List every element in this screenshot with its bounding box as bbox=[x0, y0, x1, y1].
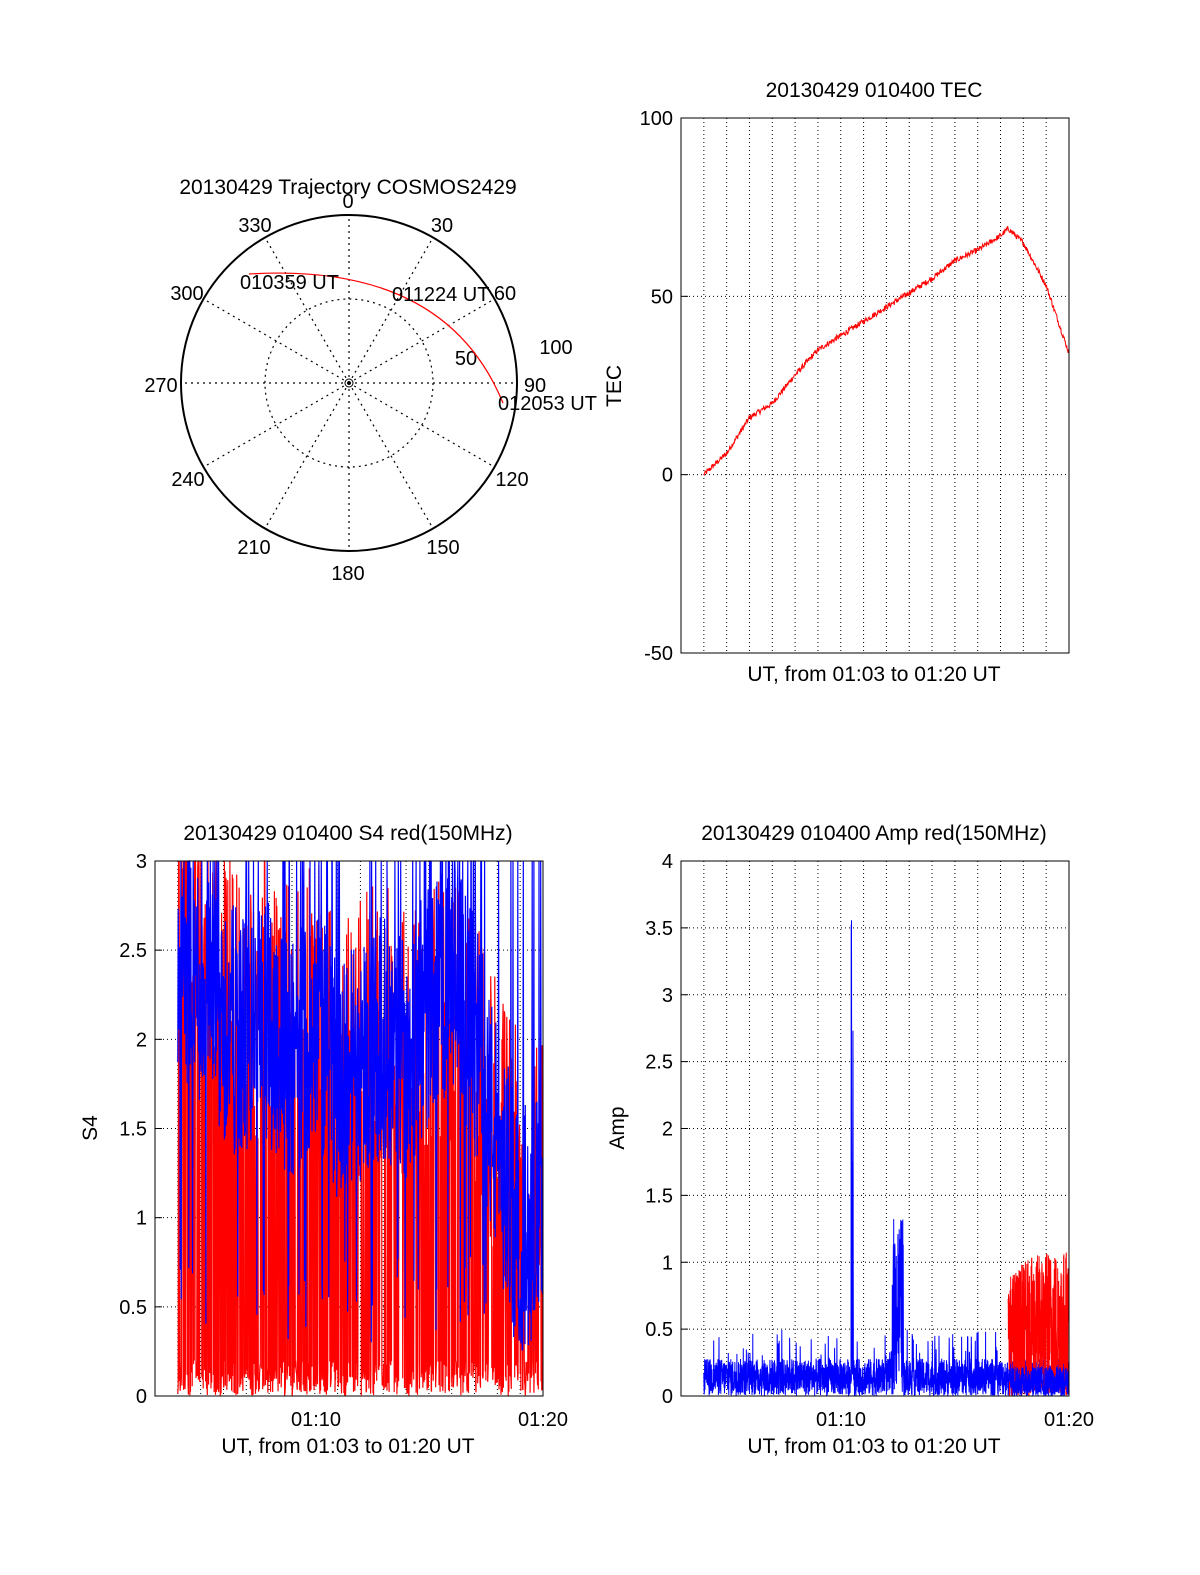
s4-ylabel: S4 bbox=[79, 1115, 102, 1141]
tec-ytick: 0 bbox=[662, 465, 673, 487]
tec-plot: 20130429 010400 TEC 100 50 0 -50 UT, from 0… bbox=[603, 79, 1070, 686]
amp-series-line-blue bbox=[703, 920, 1070, 1397]
trajectory-mid-label: 011224 UT bbox=[392, 284, 489, 306]
tec-series-line-0 bbox=[703, 225, 1070, 476]
polar-spoke bbox=[348, 298, 495, 384]
s4-ytick: 2.5 bbox=[119, 940, 147, 962]
s4-xtick-0120: 01:20 bbox=[518, 1409, 568, 1431]
polar-spoke bbox=[264, 237, 350, 384]
amp-yticks: 4 3.5 3 2.5 2 1.5 1 0.5 0 bbox=[645, 851, 688, 1408]
amp-xtick-0120: 01:20 bbox=[1044, 1409, 1094, 1431]
tec-yticks: 100 50 0 -50 bbox=[640, 108, 688, 665]
tec-ytick: -50 bbox=[644, 643, 673, 665]
tec-ytick: 50 bbox=[651, 286, 673, 308]
amp-ytick: 2 bbox=[662, 1119, 673, 1141]
az-label-150: 150 bbox=[426, 537, 459, 559]
tec-ylabel: TEC bbox=[603, 365, 626, 407]
tec-ytick: 100 bbox=[640, 108, 673, 130]
polar-plot: 20130429 Trajectory COSMOS2429 0 30 60 9… bbox=[144, 176, 597, 585]
tec-grid bbox=[681, 118, 1069, 653]
tec-xlabel: UT, from 01:03 to 01:20 UT bbox=[747, 663, 1000, 686]
amp-ytick: 3.5 bbox=[645, 918, 673, 940]
tec-frame bbox=[680, 117, 1070, 654]
polar-center bbox=[344, 378, 354, 388]
az-label-180: 180 bbox=[331, 563, 364, 585]
amp-ytick: 0.5 bbox=[645, 1319, 673, 1341]
az-label-0: 0 bbox=[342, 191, 353, 213]
s4-xtick-0110: 01:10 bbox=[291, 1409, 341, 1431]
az-label-330: 330 bbox=[238, 215, 271, 237]
az-label-300: 300 bbox=[170, 283, 203, 305]
az-label-210: 210 bbox=[237, 537, 270, 559]
amp-ytick: 4 bbox=[662, 851, 673, 873]
s4-data bbox=[177, 860, 544, 1397]
s4-yticks: 3 2.5 2 1.5 1 0.5 0 bbox=[119, 851, 162, 1408]
s4-xlabel: UT, from 01:03 to 01:20 UT bbox=[221, 1435, 474, 1458]
amp-title: 20130429 010400 Amp red(150MHz) bbox=[701, 822, 1047, 845]
amp-xlabel: UT, from 01:03 to 01:20 UT bbox=[747, 1435, 1000, 1458]
amp-ytick: 3 bbox=[662, 985, 673, 1007]
az-label-120: 120 bbox=[495, 469, 528, 491]
az-label-60: 60 bbox=[494, 283, 516, 305]
polar-ring-50 bbox=[264, 298, 434, 468]
s4-series-line-1 bbox=[177, 860, 544, 1351]
s4-ytick: 3 bbox=[136, 851, 147, 873]
polar-outer-circle bbox=[180, 214, 518, 552]
satellite-trajectory bbox=[248, 272, 504, 404]
az-label-30: 30 bbox=[431, 215, 453, 237]
s4-title: 20130429 010400 S4 red(150MHz) bbox=[183, 822, 512, 845]
trajectory-start-label: 010359 UT bbox=[240, 272, 339, 294]
amp-xtick-0110: 01:10 bbox=[816, 1409, 866, 1431]
amp-ytick: 2.5 bbox=[645, 1052, 673, 1074]
amp-ytick: 1 bbox=[662, 1252, 673, 1274]
polar-grid bbox=[181, 215, 517, 551]
tec-title: 20130429 010400 TEC bbox=[766, 79, 983, 102]
polar-spoke bbox=[348, 382, 434, 529]
s4-ytick: 0.5 bbox=[119, 1297, 147, 1319]
tec-data bbox=[703, 225, 1070, 476]
amp-series-line-blue-overlay bbox=[1007, 1365, 1070, 1397]
s4-ytick: 0 bbox=[136, 1386, 147, 1408]
polar-title: 20130429 Trajectory COSMOS2429 bbox=[179, 176, 516, 199]
amp-plot: 20130429 010400 Amp red(150MHz) 4 3.5 3 2.5… bbox=[606, 822, 1094, 1458]
ring-label-50: 50 bbox=[455, 348, 477, 370]
s4-ytick: 1 bbox=[136, 1208, 147, 1230]
s4-ytick: 1.5 bbox=[119, 1119, 147, 1141]
az-label-90: 90 bbox=[524, 375, 546, 397]
amp-ytick: 1.5 bbox=[645, 1185, 673, 1207]
ring-label-100: 100 bbox=[539, 337, 572, 359]
trajectory-end-label: 012053 UT bbox=[498, 393, 597, 415]
amp-ytick: 0 bbox=[662, 1386, 673, 1408]
s4-ytick: 2 bbox=[136, 1029, 147, 1051]
polar-spoke bbox=[203, 382, 350, 468]
amp-data bbox=[703, 920, 1070, 1397]
s4-plot: 20130429 010400 S4 red(150MHz) 3 2.5 2 1.5 1… bbox=[79, 822, 568, 1458]
amp-grid bbox=[681, 861, 1069, 1396]
az-label-270: 270 bbox=[144, 375, 177, 397]
az-label-240: 240 bbox=[171, 469, 204, 491]
amp-ylabel: Amp bbox=[606, 1106, 629, 1149]
